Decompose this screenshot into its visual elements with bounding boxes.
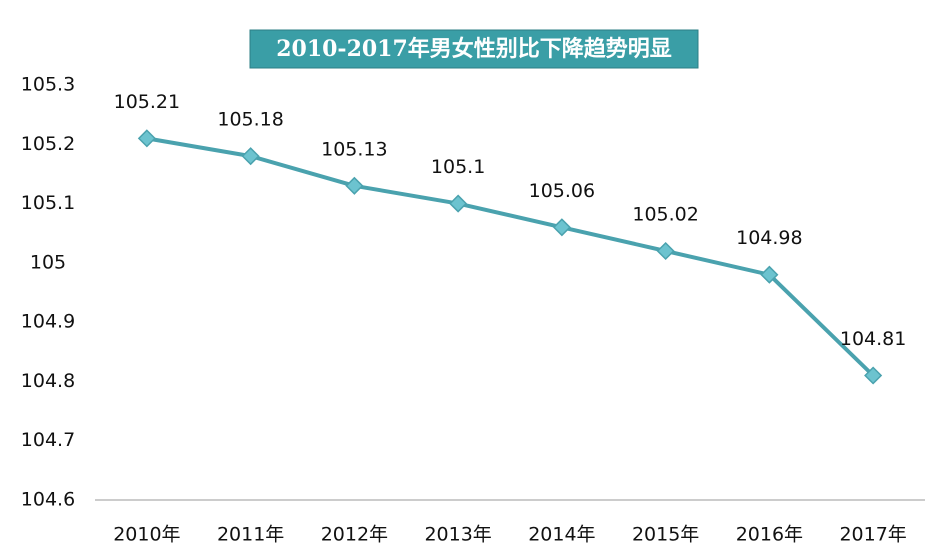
x-tick-label: 2014年 — [528, 524, 595, 546]
marker — [449, 194, 468, 213]
data-label: 105.13 — [321, 138, 387, 160]
x-tick-label: 2013年 — [424, 524, 491, 546]
y-tick-label: 104.9 — [21, 311, 75, 333]
data-label: 105.06 — [529, 180, 595, 202]
y-tick-label: 105 — [30, 251, 66, 273]
data-label: 104.81 — [840, 328, 906, 350]
marker — [864, 366, 883, 385]
x-tick-label: 2011年 — [217, 524, 284, 546]
chart-title: 2010-2017年男女性别比下降趋势明显 — [276, 36, 672, 62]
marker — [241, 147, 260, 166]
x-tick-label: 2017年 — [839, 524, 906, 546]
y-tick-label: 104.8 — [21, 370, 75, 392]
y-tick-label: 104.7 — [21, 429, 75, 451]
x-tick-label: 2010年 — [113, 524, 180, 546]
title-box — [249, 29, 699, 69]
x-tick-label: 2016年 — [736, 524, 803, 546]
y-tick-label: 105.1 — [21, 192, 75, 214]
x-tick-label: 2012年 — [321, 524, 388, 546]
y-tick-label: 105.2 — [21, 133, 75, 155]
marker — [345, 176, 364, 195]
x-tick-label: 2015年 — [632, 524, 699, 546]
data-label: 105.21 — [114, 91, 180, 113]
marker — [137, 129, 156, 148]
y-tick-label: 105.3 — [21, 74, 75, 96]
line — [146, 136, 875, 377]
data-label: 104.98 — [736, 227, 802, 249]
marker — [552, 218, 571, 237]
data-label: 105.1 — [431, 156, 485, 178]
y-tick-label: 104.6 — [21, 489, 75, 511]
marker — [760, 265, 779, 284]
data-label: 105.02 — [632, 204, 698, 226]
data-label: 105.18 — [217, 109, 283, 131]
marker — [656, 241, 675, 261]
